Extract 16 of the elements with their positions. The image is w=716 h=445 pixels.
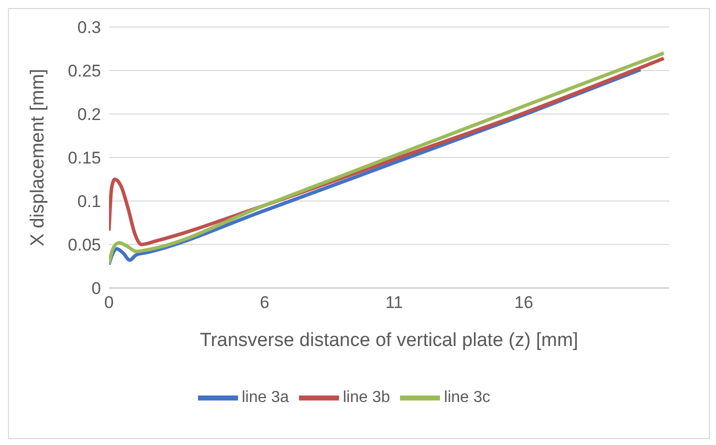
x-axis-title: Transverse distance of vertical plate (z) [mm] [200,330,578,351]
y-axis-title: X displacement [mm] [28,68,49,246]
y-tick-label: 0.05 [68,236,101,255]
x-tick-label: 0 [104,293,114,312]
y-tick-label: 0.2 [77,105,101,124]
legend-label: line 3c [444,389,490,406]
legend-label: line 3b [342,389,390,406]
x-tick-label: 11 [385,293,404,312]
y-tick-label: 0.3 [77,18,101,38]
x-tick-label: 6 [260,293,270,312]
x-tick-label: 16 [514,293,534,312]
y-tick-label: 0.1 [77,192,101,212]
y-tick-label: 0.15 [68,148,101,168]
y-tick-label: 0 [92,279,101,298]
y-tick-label: 0.25 [68,62,101,81]
legend-label: line 3a [242,389,289,406]
